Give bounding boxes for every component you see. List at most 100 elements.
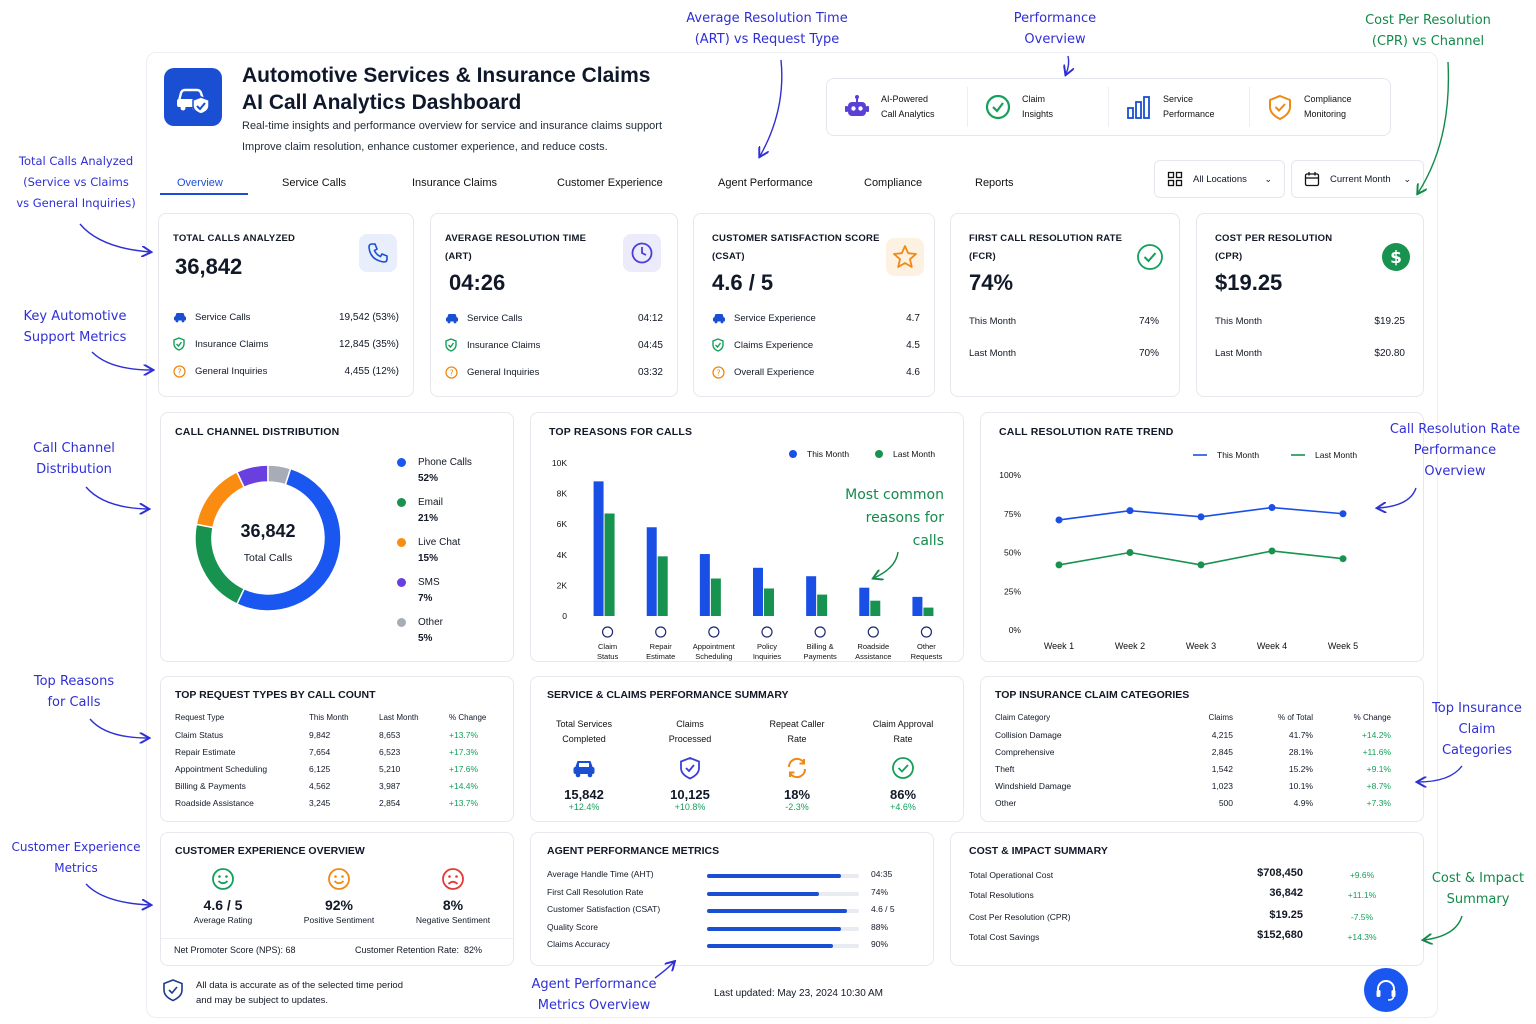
title-line-2: AI Call Analytics Dashboard bbox=[242, 91, 522, 114]
last-updated: Last updated: May 23, 2024 10:30 AM bbox=[714, 988, 884, 999]
data-point[interactable] bbox=[1197, 561, 1205, 569]
period-filter[interactable]: Current Month ⌄ bbox=[1291, 160, 1424, 198]
x-tick-label: Week 5 bbox=[1328, 641, 1358, 651]
bar-last-month[interactable] bbox=[870, 600, 881, 616]
line-chart: 0% 25% 50% 75% 100% This Month Last Month Week … bbox=[999, 450, 1358, 651]
bar-this-month[interactable] bbox=[806, 576, 817, 616]
tab-insurance-claims[interactable]: Insurance Claims bbox=[412, 177, 497, 189]
bar-last-month[interactable] bbox=[604, 513, 615, 616]
bar-this-month[interactable] bbox=[646, 527, 657, 616]
footer-note: All data is accurate as of the selected … bbox=[196, 978, 403, 1008]
category-icon bbox=[867, 626, 879, 638]
data-point[interactable] bbox=[1268, 547, 1276, 555]
donut-slice-other[interactable] bbox=[267, 464, 292, 486]
tab-overview[interactable]: Overview bbox=[177, 177, 223, 189]
y-tick-label: 0% bbox=[1009, 625, 1022, 635]
y-tick-label: 50% bbox=[1004, 548, 1021, 558]
legend-swatch bbox=[397, 458, 406, 467]
location-filter[interactable]: All Locations ⌄ bbox=[1154, 160, 1285, 198]
feature-ai[interactable]: AI-Powered Call Analytics bbox=[827, 87, 968, 127]
x-tick-label: Repair bbox=[650, 642, 673, 651]
table-cell: +13.7% bbox=[449, 798, 479, 808]
cx-value: 92% bbox=[324, 897, 354, 913]
bar-last-month[interactable] bbox=[657, 556, 668, 616]
data-point[interactable] bbox=[1339, 510, 1347, 518]
annotation-line: Performance bbox=[1013, 11, 1097, 26]
annotation-line: (CPR) vs Channel bbox=[1371, 34, 1485, 49]
bar-last-month[interactable] bbox=[710, 578, 721, 616]
feature-service[interactable]: Service Performance bbox=[1109, 87, 1250, 127]
data-point[interactable] bbox=[1126, 549, 1134, 556]
card-title: TOP INSURANCE CLAIM CATEGORIES bbox=[995, 689, 1190, 701]
annotation-line: Cost Per Resolution bbox=[1365, 13, 1491, 28]
cost-label: Total Resolutions bbox=[969, 890, 1034, 900]
agent-metric-value: 4.6 / 5 bbox=[871, 904, 895, 914]
cx-value: 4.6 / 5 bbox=[203, 897, 243, 913]
cost-change: +11.1% bbox=[1347, 890, 1377, 900]
donut-center-label: Total Calls bbox=[243, 552, 293, 564]
bar-this-month[interactable] bbox=[753, 567, 763, 616]
data-point[interactable] bbox=[1339, 555, 1347, 563]
perf-summary-item: Claim Approval Rate 86% +4.6% bbox=[853, 717, 953, 812]
feature-compliance[interactable]: Compliance Monitoring bbox=[1250, 87, 1390, 127]
kpi-row: Service Calls 04:12 bbox=[445, 311, 663, 325]
bar-last-month[interactable] bbox=[923, 607, 934, 616]
bar-this-month[interactable] bbox=[859, 587, 870, 616]
legend-text: SMS 7% bbox=[418, 575, 440, 607]
cost-change: +14.3% bbox=[1347, 932, 1377, 942]
tab-agent-performance[interactable]: Agent Performance bbox=[718, 177, 813, 189]
bar-this-month[interactable] bbox=[912, 596, 923, 616]
x-tick-label: Assistance bbox=[855, 652, 891, 661]
perf-summary-change: +4.6% bbox=[890, 802, 916, 812]
x-tick-label: Other bbox=[917, 642, 936, 651]
kpi-title-line: (CPR) bbox=[1215, 251, 1243, 262]
table-row-label: Comprehensive bbox=[995, 747, 1055, 757]
table-cell: 500 bbox=[1218, 798, 1233, 808]
table-row-label: Claim Status bbox=[175, 730, 224, 740]
tab-service-calls[interactable]: Service Calls bbox=[282, 177, 347, 189]
table-cell: +11.6% bbox=[1362, 747, 1391, 757]
legend-label: Last Month bbox=[893, 449, 935, 459]
bar-this-month[interactable] bbox=[699, 554, 710, 616]
table-cell: 10.1% bbox=[1288, 781, 1313, 791]
annotation-line: Categories bbox=[1441, 743, 1513, 758]
x-tick-label: Week 3 bbox=[1186, 641, 1216, 651]
resolution-trend-card: CALL RESOLUTION RATE TREND 0% 25% 50% 75% 10… bbox=[980, 412, 1424, 662]
kpi-art: AVERAGE RESOLUTION TIME (ART) 04:26 Servi… bbox=[430, 213, 678, 397]
feature-claims[interactable]: Claim Insights bbox=[968, 87, 1109, 127]
data-point[interactable] bbox=[1126, 507, 1134, 515]
category-icon bbox=[601, 626, 614, 638]
subtitle-2: Improve claim resolution, enhance custom… bbox=[242, 141, 608, 153]
x-tick-label: Requests bbox=[911, 652, 943, 661]
support-chat-button[interactable] bbox=[1364, 968, 1408, 1012]
annotation-line: Customer Experience bbox=[11, 840, 141, 854]
tab-customer-experience[interactable]: Customer Experience bbox=[557, 177, 663, 189]
robot-icon bbox=[845, 95, 869, 116]
bar-last-month[interactable] bbox=[817, 594, 828, 616]
bar-this-month[interactable] bbox=[593, 481, 604, 616]
legend-label: SMS bbox=[418, 577, 440, 588]
kpi-value: 74% bbox=[969, 270, 1014, 295]
category-icon bbox=[761, 626, 773, 638]
bar-chart: 0 2K 4K 6K 8K 10K This Month Last Month ClaimSta… bbox=[552, 449, 943, 661]
car-icon bbox=[173, 311, 187, 323]
data-point[interactable] bbox=[1268, 504, 1276, 512]
bar-last-month[interactable] bbox=[764, 588, 774, 616]
data-point[interactable] bbox=[1055, 516, 1063, 524]
table-cell: +17.6% bbox=[449, 764, 479, 774]
chevron-down-icon: ⌄ bbox=[1264, 173, 1272, 184]
data-point[interactable] bbox=[1055, 561, 1063, 569]
cost-value: $708,450 bbox=[1257, 867, 1303, 879]
feature-label: Claim bbox=[1022, 94, 1046, 104]
table-header: Last Month bbox=[379, 713, 419, 722]
progress-fill bbox=[707, 944, 834, 948]
annotation-insurance: Top Insurance Claim Categories bbox=[1428, 698, 1526, 761]
tab-compliance[interactable]: Compliance bbox=[864, 177, 923, 189]
donut-slice-live-chat[interactable] bbox=[195, 470, 246, 529]
data-point[interactable] bbox=[1197, 513, 1205, 521]
tab-reports[interactable]: Reports bbox=[975, 177, 1014, 189]
kpi-row-value: $20.80 bbox=[1374, 347, 1405, 359]
x-tick-label: Status bbox=[597, 652, 619, 661]
table-header: % of Total bbox=[1278, 713, 1313, 722]
legend-value: 21% bbox=[418, 513, 439, 524]
